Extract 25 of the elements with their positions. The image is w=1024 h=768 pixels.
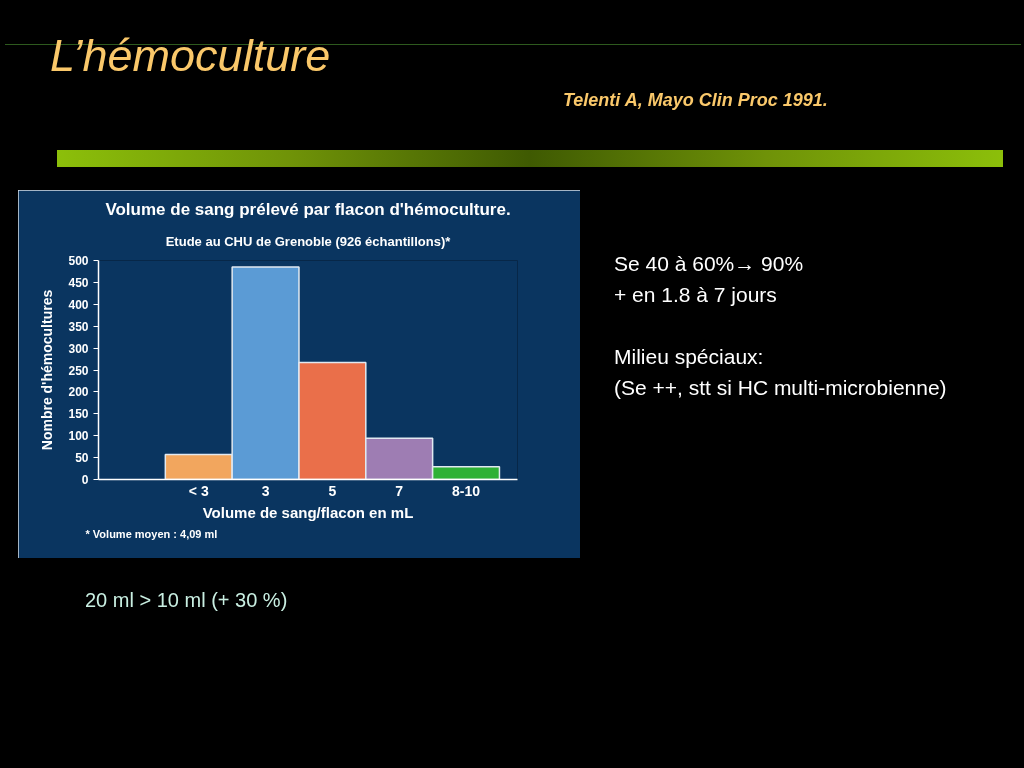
x-tick-label: 7: [395, 482, 404, 499]
x-tick-label: 5: [328, 482, 337, 499]
y-tick-label: 400: [68, 297, 89, 312]
y-axis-title: Nombre d'hémocultures: [39, 289, 56, 451]
x-tick-label: < 3: [188, 482, 209, 499]
chart-subtitle: Etude au CHU de Grenoble (926 échantillons)*: [165, 233, 452, 249]
text: L’hémoculture: [50, 29, 331, 83]
text: 20 ml > 10 ml (+ 30 %): [85, 588, 288, 612]
y-tick-label: 250: [68, 363, 89, 378]
text: Se 40 à 60%→ 90% + en 1.8 à 7 jours Milieu spéciaux: (Se ++, stt si HC multi-microbienne): [614, 252, 947, 399]
text: * Volume moyen : 4,09 ml: [85, 527, 218, 540]
y-tick-label: 0: [81, 473, 89, 487]
x-axis-title: Volume de sang/flacon en mL: [202, 503, 414, 521]
y-tick-label: 50: [75, 451, 89, 466]
x-tick-label: 3: [261, 482, 270, 499]
y-tick-label: 200: [68, 385, 89, 400]
x-tick-label: 8-10: [452, 482, 481, 499]
y-tick-label: 100: [68, 429, 89, 444]
chart-title: Volume de sang prélevé par flacon d'hémoculture.: [105, 200, 511, 219]
y-tick-label: 350: [68, 319, 89, 334]
y-tick-label: 150: [68, 407, 89, 422]
text: Telenti A, Mayo Clin Proc 1991.: [563, 90, 828, 112]
y-tick-label: 500: [68, 254, 89, 268]
y-tick-label: 300: [68, 341, 89, 356]
y-tick-label: 450: [68, 275, 89, 290]
